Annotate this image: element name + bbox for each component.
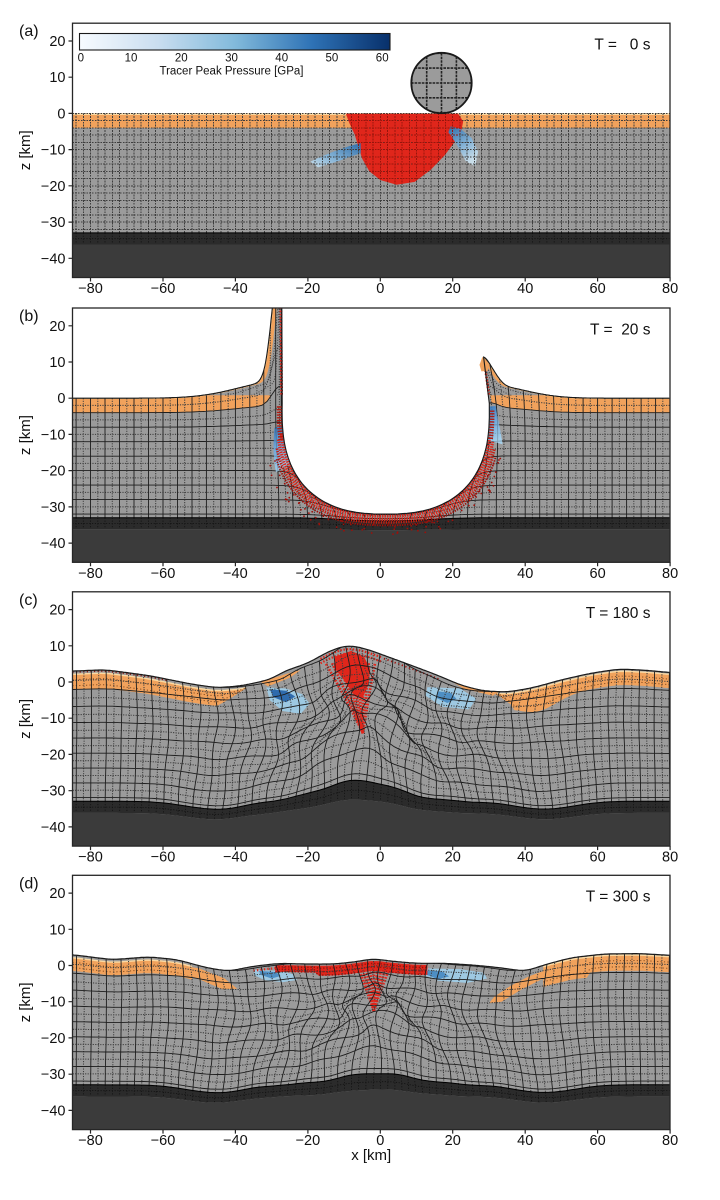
svg-text:−20: −20 [296, 566, 321, 582]
svg-text:−20: −20 [41, 179, 66, 195]
svg-text:(d): (d) [19, 875, 39, 892]
svg-text:60: 60 [376, 53, 389, 65]
svg-text:−80: −80 [78, 850, 103, 866]
svg-text:−80: −80 [78, 1133, 103, 1149]
svg-text:20: 20 [445, 1133, 461, 1149]
svg-text:−40: −40 [223, 566, 248, 582]
svg-text:−20: −20 [41, 747, 66, 763]
svg-text:10: 10 [49, 922, 65, 938]
svg-text:40: 40 [517, 850, 533, 866]
svg-text:80: 80 [662, 566, 678, 582]
svg-text:−20: −20 [296, 1133, 321, 1149]
svg-text:0: 0 [376, 566, 384, 582]
svg-text:z [km]: z [km] [17, 699, 34, 739]
svg-text:−10: −10 [41, 143, 66, 159]
svg-text:−30: −30 [41, 1067, 66, 1083]
svg-text:−10: −10 [41, 711, 66, 727]
svg-text:z [km]: z [km] [17, 982, 34, 1022]
svg-text:−20: −20 [41, 1031, 66, 1047]
svg-text:−60: −60 [151, 281, 176, 297]
svg-text:40: 40 [517, 566, 533, 582]
svg-text:z [km]: z [km] [17, 130, 34, 170]
svg-text:0: 0 [57, 106, 65, 122]
svg-text:10: 10 [49, 70, 65, 86]
svg-text:20: 20 [49, 319, 65, 335]
svg-text:0: 0 [376, 1133, 384, 1149]
svg-text:20: 20 [49, 603, 65, 619]
svg-text:0: 0 [57, 391, 65, 407]
svg-text:(c): (c) [19, 592, 38, 609]
svg-text:−40: −40 [41, 820, 66, 836]
svg-text:−40: −40 [41, 251, 66, 267]
svg-text:−40: −40 [223, 281, 248, 297]
svg-text:40: 40 [275, 53, 288, 65]
svg-text:20: 20 [445, 281, 461, 297]
svg-text:20: 20 [49, 34, 65, 50]
svg-text:z [km]: z [km] [17, 415, 34, 455]
svg-text:60: 60 [590, 1133, 606, 1149]
svg-text:−60: −60 [151, 1133, 176, 1149]
svg-text:20: 20 [445, 566, 461, 582]
svg-text:−40: −40 [41, 536, 66, 552]
svg-text:−80: −80 [78, 281, 103, 297]
svg-text:−60: −60 [151, 566, 176, 582]
svg-text:80: 80 [662, 281, 678, 297]
svg-text:(a): (a) [19, 23, 39, 40]
svg-text:0: 0 [57, 675, 65, 691]
svg-text:−40: −40 [41, 1103, 66, 1119]
svg-text:0: 0 [376, 281, 384, 297]
svg-text:60: 60 [590, 281, 606, 297]
svg-text:x [km]: x [km] [351, 1147, 391, 1164]
svg-text:−20: −20 [296, 281, 321, 297]
svg-text:30: 30 [225, 53, 238, 65]
svg-text:0: 0 [78, 53, 84, 65]
svg-text:−40: −40 [223, 850, 248, 866]
svg-text:−30: −30 [41, 500, 66, 516]
svg-text:−40: −40 [223, 1133, 248, 1149]
svg-text:−10: −10 [41, 995, 66, 1011]
svg-text:Tracer Peak Pressure [GPa]: Tracer Peak Pressure [GPa] [159, 66, 303, 78]
svg-text:T = 20 s: T = 20 s [590, 321, 651, 338]
svg-text:10: 10 [125, 53, 138, 65]
svg-text:80: 80 [662, 1133, 678, 1149]
svg-text:−30: −30 [41, 784, 66, 800]
svg-text:T = 180 s: T = 180 s [586, 605, 651, 622]
svg-text:−80: −80 [78, 566, 103, 582]
svg-text:20: 20 [49, 886, 65, 902]
svg-text:60: 60 [590, 566, 606, 582]
svg-text:20: 20 [175, 53, 188, 65]
svg-text:0: 0 [57, 959, 65, 975]
svg-text:−10: −10 [41, 427, 66, 443]
svg-text:80: 80 [662, 850, 678, 866]
svg-text:50: 50 [326, 53, 339, 65]
svg-text:0: 0 [376, 850, 384, 866]
svg-text:T = 0 s: T = 0 s [594, 37, 650, 54]
svg-text:(b): (b) [19, 308, 39, 325]
svg-text:10: 10 [49, 639, 65, 655]
svg-text:40: 40 [517, 1133, 533, 1149]
svg-text:40: 40 [517, 281, 533, 297]
svg-text:−20: −20 [296, 850, 321, 866]
svg-text:−20: −20 [41, 464, 66, 480]
svg-text:−60: −60 [151, 850, 176, 866]
svg-text:−30: −30 [41, 215, 66, 231]
svg-text:60: 60 [590, 850, 606, 866]
svg-text:10: 10 [49, 355, 65, 371]
svg-text:T = 300 s: T = 300 s [586, 889, 651, 906]
svg-text:20: 20 [445, 850, 461, 866]
